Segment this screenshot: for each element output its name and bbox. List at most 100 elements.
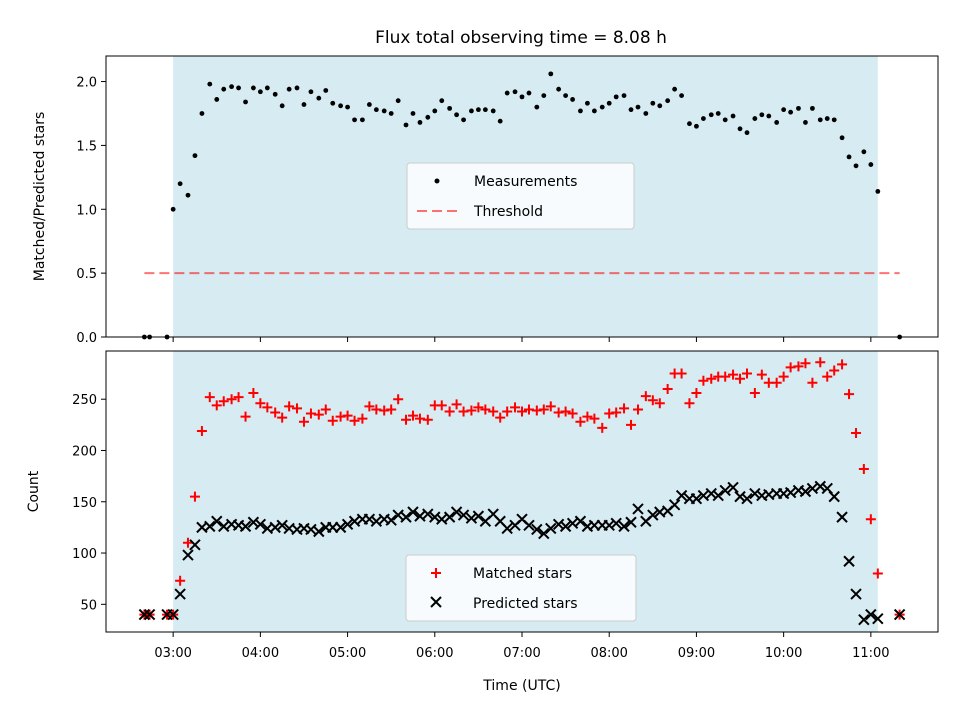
matched-star-point <box>451 399 462 410</box>
matched-star-point <box>560 406 571 417</box>
predicted-star-point <box>138 608 151 621</box>
predicted-stars-points <box>138 480 906 626</box>
measurement-point <box>701 116 706 121</box>
measurement-point <box>308 89 314 95</box>
matched-star-point <box>756 369 767 380</box>
measurement-point <box>243 99 248 105</box>
measurement-point <box>694 123 699 129</box>
measurement-point <box>599 104 605 110</box>
matched-star-point <box>218 396 229 407</box>
measurement-point <box>475 107 481 113</box>
measurement-point <box>846 154 852 160</box>
matched-star-point <box>785 362 796 373</box>
predicted-star-point <box>690 492 703 505</box>
matched-star-point <box>320 404 331 415</box>
matched-star-point <box>422 414 433 425</box>
measurement-point <box>650 100 656 106</box>
predicted-star-point <box>545 522 557 535</box>
measurement-point <box>578 108 583 114</box>
measurement-point <box>410 111 416 116</box>
matched-star-point <box>473 402 484 413</box>
measurement-point <box>788 109 794 115</box>
predicted-star-point <box>501 522 513 535</box>
bottom-legend: Matched stars Predicted stars <box>405 554 637 622</box>
bottom-y-axis-label: Count <box>26 470 42 512</box>
matched-star-point <box>662 383 673 394</box>
matched-star-point <box>379 405 390 416</box>
predicted-star-point <box>552 518 565 531</box>
measurement-point <box>490 108 496 114</box>
matched-star-point <box>401 414 412 425</box>
matched-star-point <box>706 373 717 384</box>
measurement-point <box>585 100 590 106</box>
matched-star-point <box>211 400 222 411</box>
predicted-star-point <box>422 508 434 520</box>
predicted-star-point <box>872 612 884 625</box>
matched-star-point <box>182 537 193 548</box>
matched-star-point <box>647 395 658 406</box>
top-legend-box <box>406 162 635 230</box>
measurement-point <box>519 94 525 100</box>
bottom-panel: 50 100 150 200 250 03:00 04:00 05:00 06:00 07:00… <box>26 350 939 694</box>
matched-star-point <box>444 406 455 417</box>
matched-star-point <box>654 398 665 409</box>
predicted-star-point <box>610 517 622 529</box>
measurement-point <box>504 90 510 96</box>
matched-star-point <box>742 368 753 379</box>
measurement-point <box>839 135 845 141</box>
predicted-star-point <box>363 513 376 525</box>
top-y-tick-label: 2.0 <box>76 76 97 91</box>
predicted-star-point <box>727 481 739 494</box>
matched-star-point <box>589 413 600 424</box>
matched-star-point <box>619 403 630 414</box>
measurement-point <box>330 100 336 106</box>
matched-star-point <box>466 405 477 416</box>
legend-measurements-marker <box>434 178 440 184</box>
predicted-star-point <box>174 588 186 600</box>
predicted-star-point <box>465 512 478 524</box>
predicted-star-point <box>182 549 194 561</box>
matched-star-point <box>284 401 295 412</box>
matched-star-point <box>414 413 425 424</box>
matched-star-point <box>815 357 826 368</box>
predicted-star-point <box>538 527 550 540</box>
measurement-point <box>737 126 743 132</box>
matched-star-point <box>313 409 324 420</box>
predicted-star-point <box>211 515 223 527</box>
measurement-point <box>556 86 562 92</box>
matched-star-point <box>510 402 521 413</box>
measurement-point <box>439 98 445 104</box>
matched-star-point <box>872 568 883 579</box>
matched-star-point <box>597 422 608 433</box>
matched-star-point <box>531 405 542 416</box>
predicted-star-point <box>247 516 260 528</box>
measurement-point <box>301 102 307 107</box>
measurement-point <box>323 88 329 93</box>
predicted-star-point <box>254 518 267 531</box>
measurement-point <box>774 120 780 125</box>
legend-matched-label: Matched stars <box>473 566 572 582</box>
measurement-point <box>170 206 176 212</box>
matched-star-point <box>305 408 316 419</box>
predicted-star-point <box>443 511 456 523</box>
measurement-point <box>257 89 263 95</box>
matched-star-point <box>829 365 840 376</box>
bottom-y-tick-label: 250 <box>72 393 97 408</box>
chart-title: Flux total observing time = 8.08 h <box>375 28 667 48</box>
measurement-point <box>345 104 350 110</box>
bottom-legend-box <box>405 554 637 622</box>
bottom-y-tick-label: 150 <box>72 496 97 511</box>
measurement-point <box>824 116 830 121</box>
matched-star-point <box>240 411 251 422</box>
measurement-point <box>497 118 503 124</box>
measurement-point <box>657 103 663 109</box>
top-y-tick-label: 1.0 <box>76 203 97 218</box>
legend-predicted-marker <box>430 596 442 608</box>
matched-star-point <box>771 377 782 388</box>
predicted-star-point <box>189 539 201 551</box>
measurement-point <box>628 107 634 113</box>
measurement-point <box>512 89 518 95</box>
measurement-point <box>250 85 256 91</box>
measurement-point <box>272 91 278 97</box>
matched-star-point <box>837 359 848 370</box>
